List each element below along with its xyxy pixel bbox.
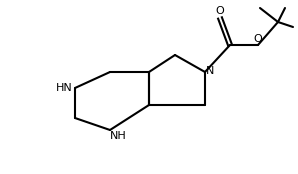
- Text: HN: HN: [56, 83, 73, 93]
- Text: O: O: [216, 6, 224, 16]
- Text: N: N: [206, 66, 214, 76]
- Text: O: O: [254, 34, 262, 44]
- Text: NH: NH: [110, 131, 127, 141]
